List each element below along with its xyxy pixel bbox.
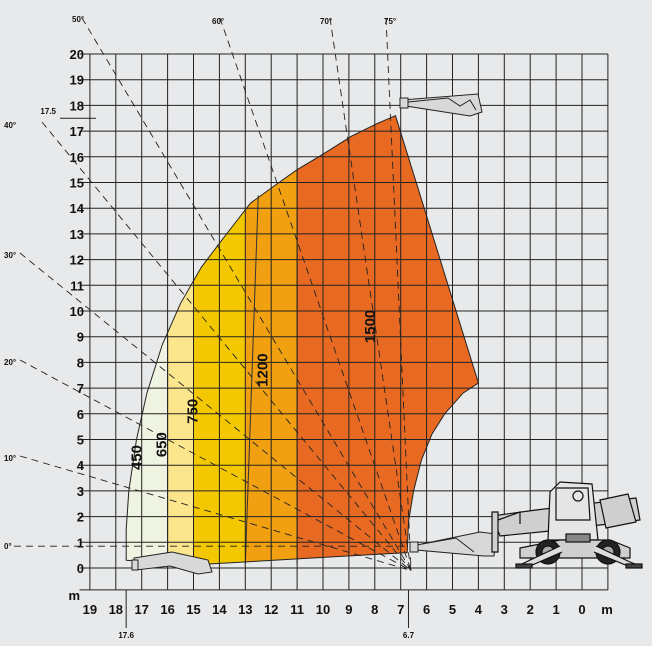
- x-tick-11: 11: [290, 602, 304, 617]
- boom-head-top: [399, 93, 483, 117]
- y-tick-1: 1: [77, 535, 84, 550]
- zone-650: [167, 115, 194, 565]
- x-tick-19: 19: [83, 602, 97, 617]
- boom-angle-lines: 0° 10° 20° 30° 40° 50° 60° 70° 75°: [4, 15, 412, 572]
- capacity-1500: 1500: [362, 310, 379, 343]
- angle-line-8: [385, 17, 412, 571]
- capacity-1200: 1200: [254, 353, 271, 386]
- angle-line-2: [19, 359, 412, 571]
- x-tick-0: 0: [578, 602, 585, 617]
- y-tick-11: 11: [70, 278, 84, 293]
- y-tick-17: 17: [70, 124, 84, 139]
- x-tick-8: 8: [371, 602, 378, 617]
- angle-label-0: 0°: [4, 542, 12, 551]
- x-unit: m: [601, 602, 613, 617]
- x-tick-1: 1: [552, 602, 559, 617]
- work-envelope: [125, 115, 479, 565]
- zone-divider-2: [244, 195, 259, 565]
- envelope-outline: [125, 115, 479, 565]
- x-tick-2: 2: [527, 602, 534, 617]
- y-tick-13: 13: [70, 227, 84, 242]
- y-tick-0: 0: [77, 561, 84, 576]
- y-tick-7: 7: [77, 381, 84, 396]
- angle-line-4: [41, 121, 412, 571]
- capacity-650: 650: [153, 432, 170, 457]
- capacity-750: 750: [184, 399, 201, 424]
- y-tick-4: 4: [77, 458, 85, 473]
- y-tick-10: 10: [70, 304, 84, 319]
- x-tick-18: 18: [109, 602, 123, 617]
- angle-label-1: 10°: [4, 454, 16, 463]
- y-tick-19: 19: [70, 73, 84, 88]
- grid: [79, 53, 609, 591]
- max-reach-label: 17.6: [118, 631, 134, 640]
- zone-1500: [297, 115, 479, 565]
- x-tick-9: 9: [345, 602, 352, 617]
- x-tick-3: 3: [501, 602, 508, 617]
- y-tick-16: 16: [70, 150, 84, 165]
- x-tick-6: 6: [423, 602, 430, 617]
- angle-label-5: 50°: [72, 15, 84, 24]
- angle-line-1: [19, 455, 412, 572]
- y-tick-2: 2: [77, 510, 84, 525]
- angle-label-7: 70°: [320, 17, 332, 26]
- y-tick-15: 15: [70, 176, 84, 191]
- x-tick-14: 14: [212, 602, 227, 617]
- angle-label-4: 40°: [4, 121, 16, 130]
- x-tick-5: 5: [449, 602, 456, 617]
- boom-head-left: [131, 551, 213, 575]
- y-tick-8: 8: [77, 355, 84, 370]
- y-unit: m: [68, 588, 80, 603]
- boom-head-bottom: [409, 531, 497, 557]
- capacity-450: 450: [129, 445, 146, 470]
- x-tick-4: 4: [475, 602, 483, 617]
- x-tick-7: 7: [397, 602, 404, 617]
- y-tick-14: 14: [70, 201, 85, 216]
- y-tick-3: 3: [77, 484, 84, 499]
- angle-label-6: 60°: [212, 17, 224, 26]
- angle-label-2: 20°: [4, 358, 16, 367]
- y-tick-6: 6: [77, 407, 84, 422]
- y-tick-9: 9: [77, 330, 84, 345]
- min-reach-label: 6.7: [403, 631, 415, 640]
- angle-label-8: 75°: [384, 17, 396, 26]
- angle-line-7: [329, 17, 412, 571]
- x-tick-10: 10: [316, 602, 330, 617]
- angle-line-6: [219, 17, 412, 571]
- x-tick-16: 16: [160, 602, 174, 617]
- x-tick-15: 15: [186, 602, 200, 617]
- x-tick-13: 13: [238, 602, 252, 617]
- max-height-label: 17.5: [40, 107, 56, 116]
- y-tick-20: 20: [70, 47, 84, 62]
- x-tick-17: 17: [134, 602, 148, 617]
- y-tick-18: 18: [70, 98, 84, 113]
- capacity-labels: 450 650 750 1200 1500: [129, 310, 379, 470]
- y-tick-12: 12: [70, 253, 84, 268]
- x-tick-12: 12: [264, 602, 278, 617]
- angle-label-3: 30°: [4, 251, 16, 260]
- telehandler-machine: [491, 481, 643, 569]
- y-tick-5: 5: [77, 433, 84, 448]
- zone-450: [126, 115, 168, 565]
